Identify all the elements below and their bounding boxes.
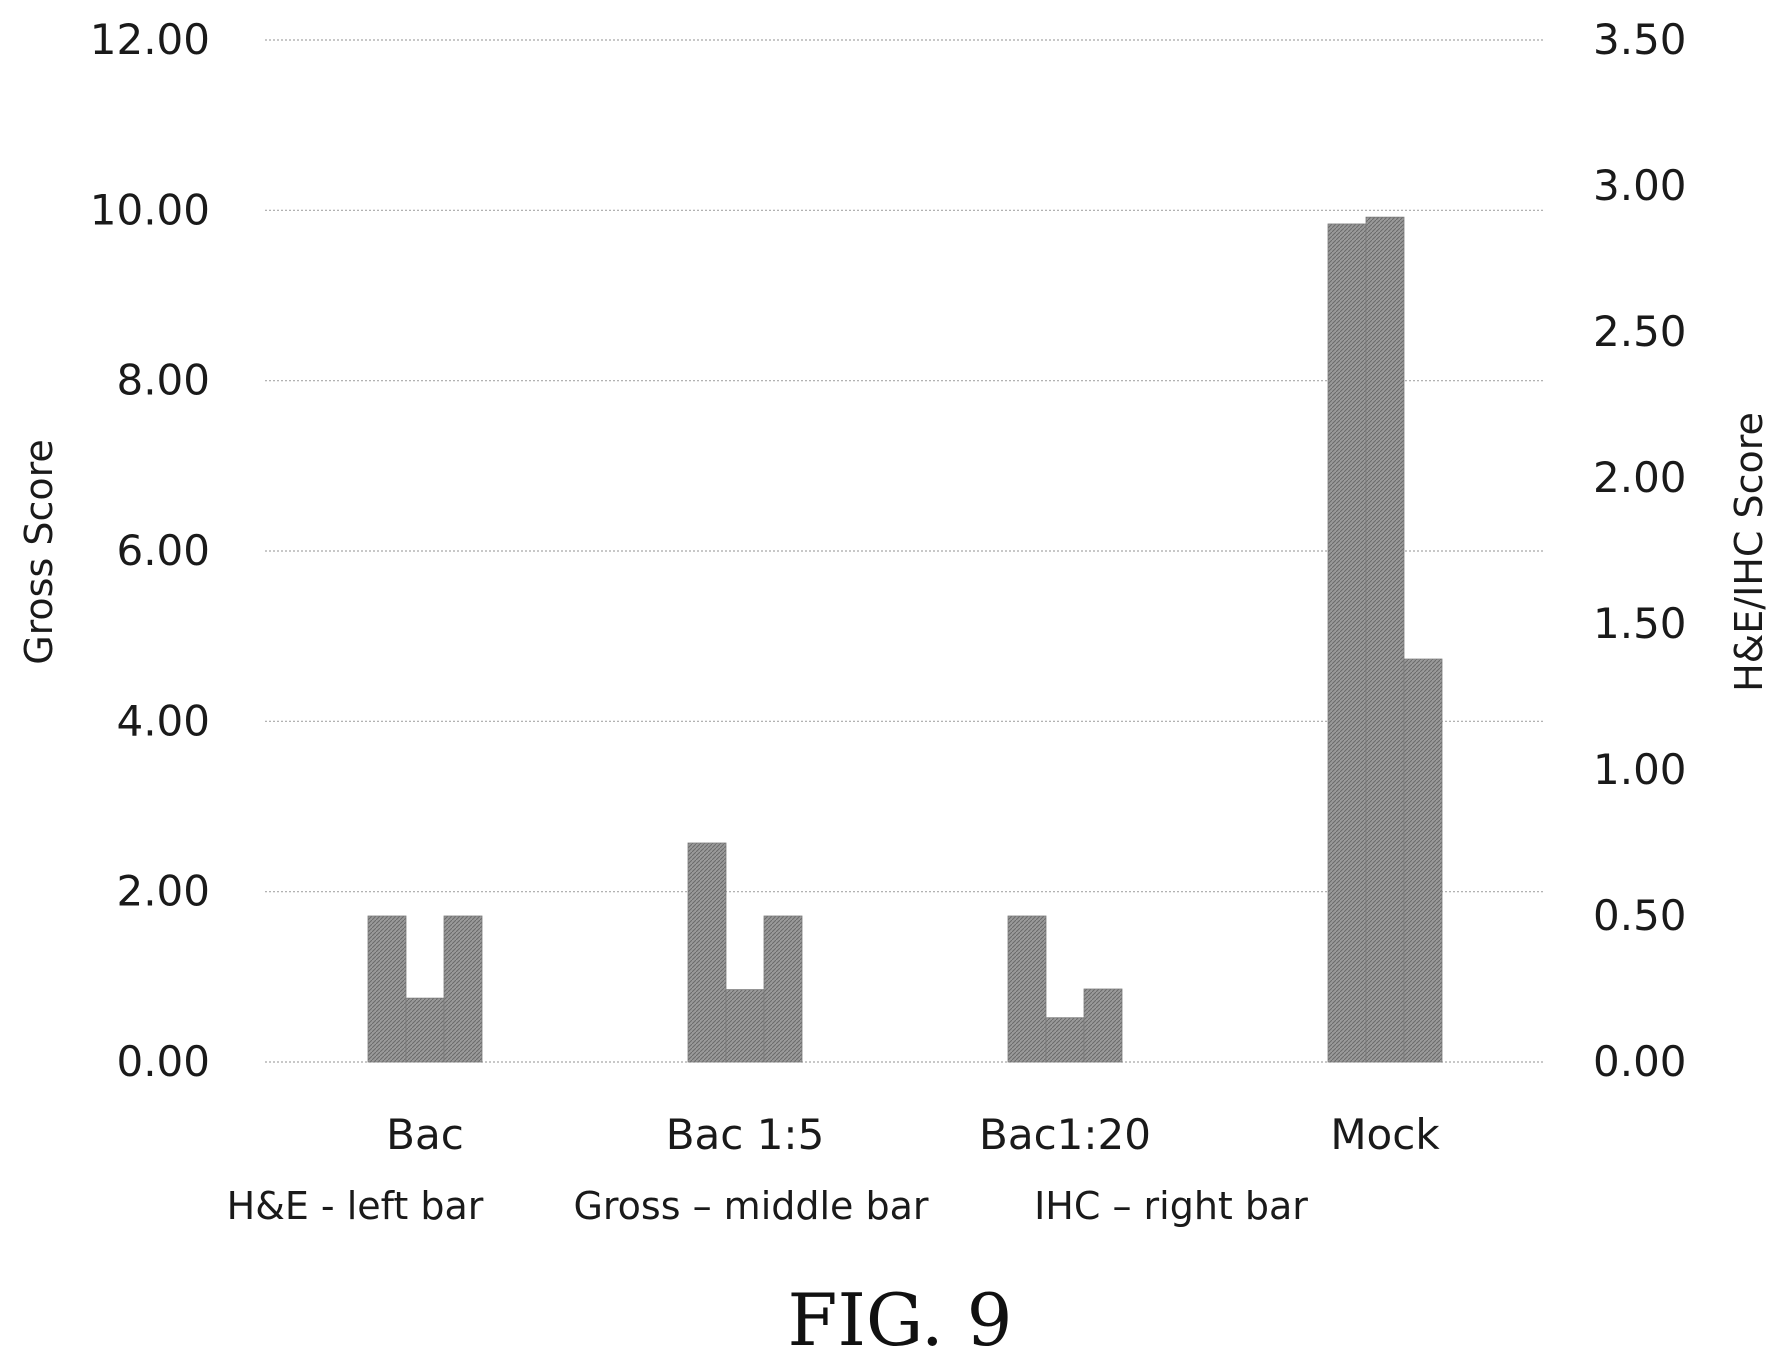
legend-note-ihc: IHC – right bar	[1034, 1184, 1308, 1228]
right-tick-label-3: 1.50	[1593, 599, 1687, 648]
right-axis-ticks: 0.00 0.50 1.00 1.50 2.00 2.50 3.00 3.50	[1593, 15, 1687, 1086]
right-tick-label-2: 1.00	[1593, 745, 1687, 794]
category-label-2: Bac1:20	[979, 1110, 1151, 1159]
bar-he-2	[1007, 915, 1047, 1063]
left-tick-label-4: 8.00	[116, 356, 210, 405]
bar-ihc-1	[763, 915, 803, 1063]
bar-ihc-3	[1403, 658, 1443, 1063]
bars	[367, 216, 1443, 1063]
right-tick-label-5: 2.50	[1593, 307, 1687, 356]
bar-gross-2	[1045, 1017, 1085, 1063]
left-tick-label-3: 6.00	[116, 526, 210, 575]
left-tick-label-2: 4.00	[116, 696, 210, 745]
category-label-1: Bac 1:5	[666, 1110, 825, 1159]
legend-note-he: H&E - left bar	[227, 1184, 484, 1228]
bar-he-1	[687, 842, 727, 1063]
bar-gross-0	[405, 997, 445, 1063]
category-labels: Bac Bac 1:5 Bac1:20 Mock	[386, 1110, 1440, 1159]
bar-gross-1	[725, 989, 765, 1063]
bar-gross-3	[1365, 216, 1405, 1063]
bar-ihc-0	[443, 915, 483, 1063]
right-axis-title: H&E/IHC Score	[1727, 412, 1771, 692]
left-tick-label-5: 10.00	[90, 185, 210, 234]
left-axis-title: Gross Score	[17, 439, 61, 665]
bar-he-3	[1327, 223, 1367, 1063]
left-tick-label-6: 12.00	[90, 15, 210, 64]
figure-caption: FIG. 9	[788, 1278, 1013, 1362]
category-label-3: Mock	[1330, 1110, 1440, 1159]
right-tick-label-0: 0.00	[1593, 1037, 1687, 1086]
left-axis-ticks: 0.00 2.00 4.00 6.00 8.00 10.00 12.00	[90, 15, 210, 1086]
right-tick-label-6: 3.00	[1593, 161, 1687, 210]
bar-he-0	[367, 915, 407, 1063]
legend-note-gross: Gross – middle bar	[573, 1184, 928, 1228]
right-tick-label-4: 2.00	[1593, 453, 1687, 502]
bar-ihc-2	[1083, 988, 1123, 1063]
right-tick-label-1: 0.50	[1593, 891, 1687, 940]
gridlines	[265, 39, 1545, 1063]
left-tick-label-0: 0.00	[116, 1037, 210, 1086]
right-tick-label-7: 3.50	[1593, 15, 1687, 64]
left-tick-label-1: 2.00	[116, 867, 210, 916]
category-label-0: Bac	[386, 1110, 464, 1159]
